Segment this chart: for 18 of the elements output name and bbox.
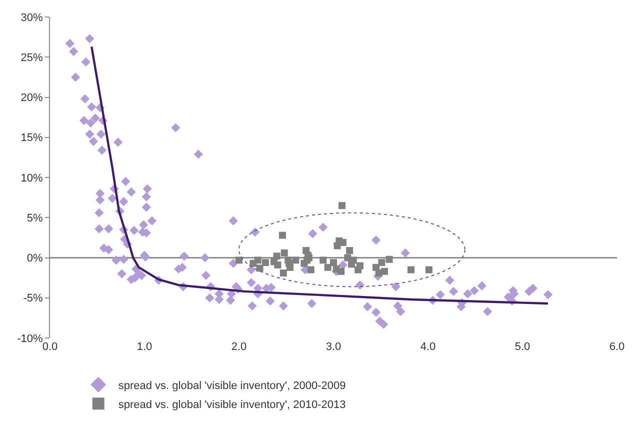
- legend-label: spread vs. global 'visible inventory', 2010-2013: [118, 398, 346, 411]
- x-tick-label: 4.0: [420, 341, 436, 353]
- y-tick-label: 15%: [20, 132, 44, 144]
- x-tick-label: 5.0: [514, 341, 530, 353]
- x-tick-label: 2.0: [231, 341, 247, 353]
- y-tick-label: 30%: [20, 12, 44, 24]
- x-tick-label: 3.0: [326, 341, 342, 353]
- y-tick-label: 20%: [20, 92, 44, 104]
- x-tick-label: 0.0: [42, 341, 58, 353]
- y-tick-label: 25%: [20, 52, 44, 64]
- x-tick-label: 1.0: [136, 341, 152, 353]
- y-tick-label: 10%: [20, 172, 44, 184]
- legend-label: spread vs. global 'visible inventory', 2000-2009: [118, 380, 346, 392]
- x-tick-label: 6.0: [609, 341, 625, 353]
- y-tick-label: 5%: [26, 212, 44, 224]
- y-tick-label: -5%: [23, 292, 44, 305]
- y-tick-label: -10%: [17, 332, 44, 345]
- y-tick-label: 0%: [26, 252, 44, 265]
